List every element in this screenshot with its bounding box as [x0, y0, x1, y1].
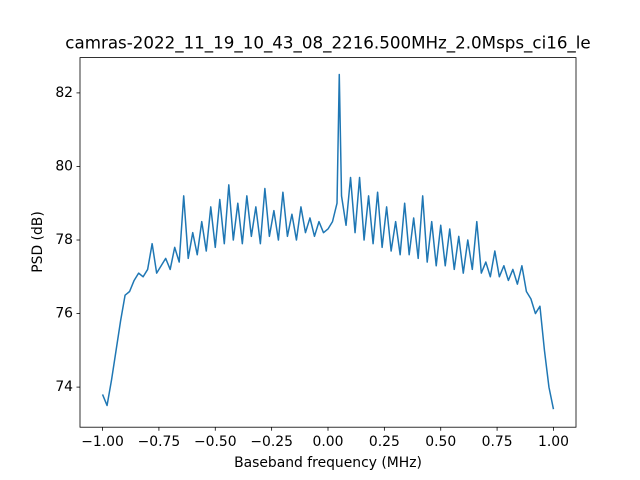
x-tick-label: 0.00 — [313, 434, 344, 450]
plot-frame — [79, 57, 577, 428]
x-axis-label: Baseband frequency (MHz) — [234, 455, 422, 471]
chart-title: camras-2022_11_19_10_43_08_2216.500MHz_2… — [65, 33, 590, 54]
y-tick-label: 74 — [55, 379, 73, 395]
y-tick-label: 80 — [55, 158, 73, 174]
x-tick-label: −0.25 — [250, 434, 293, 450]
y-tick-label: 82 — [55, 85, 73, 101]
x-tick-label: −1.00 — [81, 434, 124, 450]
x-tick-label: 0.25 — [369, 434, 400, 450]
x-tick-label: 0.50 — [425, 434, 456, 450]
y-axis-label: PSD (dB) — [30, 211, 46, 273]
x-tick-label: 1.00 — [538, 434, 569, 450]
series-line — [101, 73, 555, 410]
x-tick-label: −0.75 — [138, 434, 181, 450]
y-tick-label: 78 — [55, 232, 73, 248]
x-tick-label: 0.75 — [482, 434, 513, 450]
x-tick-label: −0.50 — [194, 434, 237, 450]
y-tick-label: 76 — [55, 306, 73, 322]
